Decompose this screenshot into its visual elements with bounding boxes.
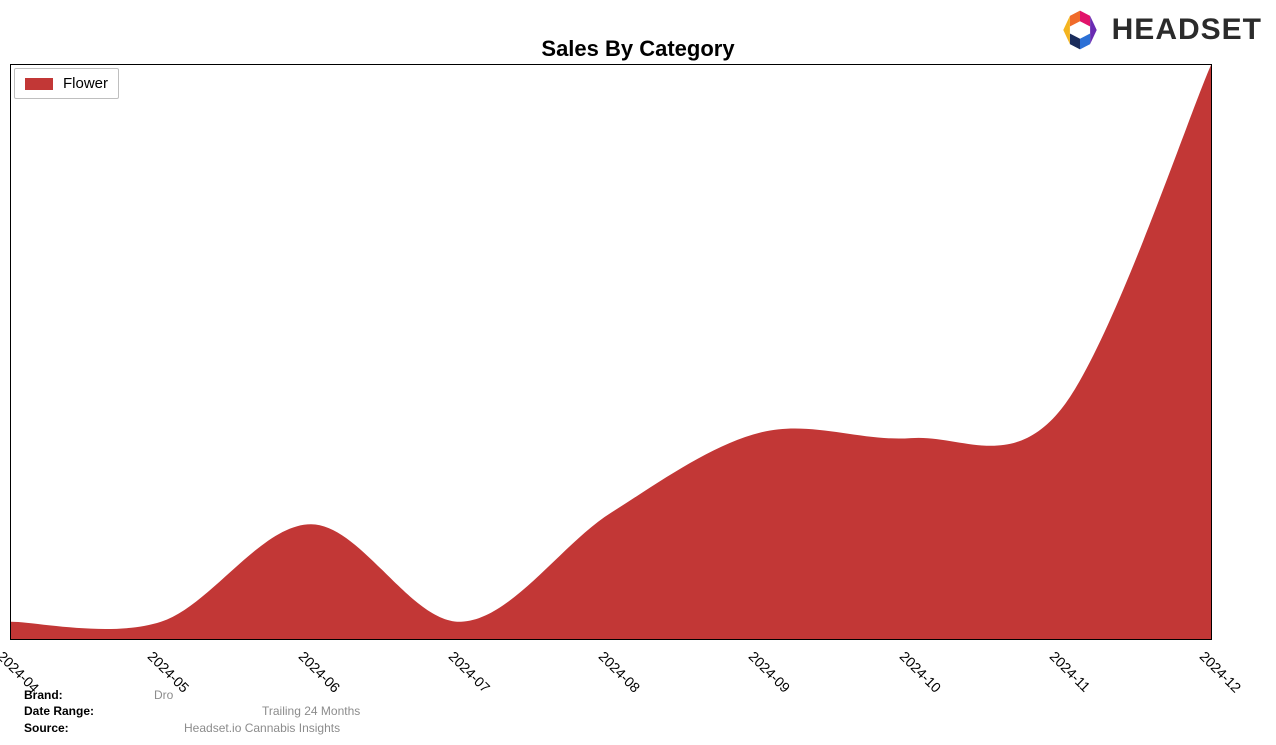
meta-row-date-range: Date Range: Trailing 24 Months	[24, 703, 360, 720]
x-tick-label: 2024-10	[896, 648, 944, 696]
x-tick-label: 2024-08	[596, 648, 644, 696]
chart-metadata: Brand: Dro Date Range: Trailing 24 Month…	[24, 687, 360, 737]
meta-row-brand: Brand: Dro	[24, 687, 360, 704]
legend-swatch-flower	[25, 78, 53, 90]
chart-plot-area	[10, 64, 1212, 640]
x-tick-label: 2024-11	[1046, 648, 1093, 695]
area-series-flower	[11, 65, 1211, 639]
x-tick-label: 2024-07	[445, 648, 493, 696]
meta-key-source: Source:	[24, 720, 154, 737]
meta-row-source: Source: Headset.io Cannabis Insights	[24, 720, 360, 737]
chart-legend: Flower	[14, 68, 119, 99]
x-tick-label: 2024-12	[1197, 648, 1245, 696]
page-root: HEADSET Sales By Category Flower 2024-04…	[0, 0, 1276, 745]
meta-val-brand: Dro	[154, 687, 173, 704]
meta-key-date-range: Date Range:	[24, 703, 154, 720]
area-series-svg	[11, 65, 1211, 639]
meta-val-date-range: Trailing 24 Months	[262, 703, 360, 720]
x-tick-label: 2024-09	[746, 648, 794, 696]
meta-key-brand: Brand:	[24, 687, 154, 704]
meta-val-source: Headset.io Cannabis Insights	[184, 720, 340, 737]
chart-title: Sales By Category	[0, 36, 1276, 62]
legend-label-flower: Flower	[63, 75, 108, 92]
